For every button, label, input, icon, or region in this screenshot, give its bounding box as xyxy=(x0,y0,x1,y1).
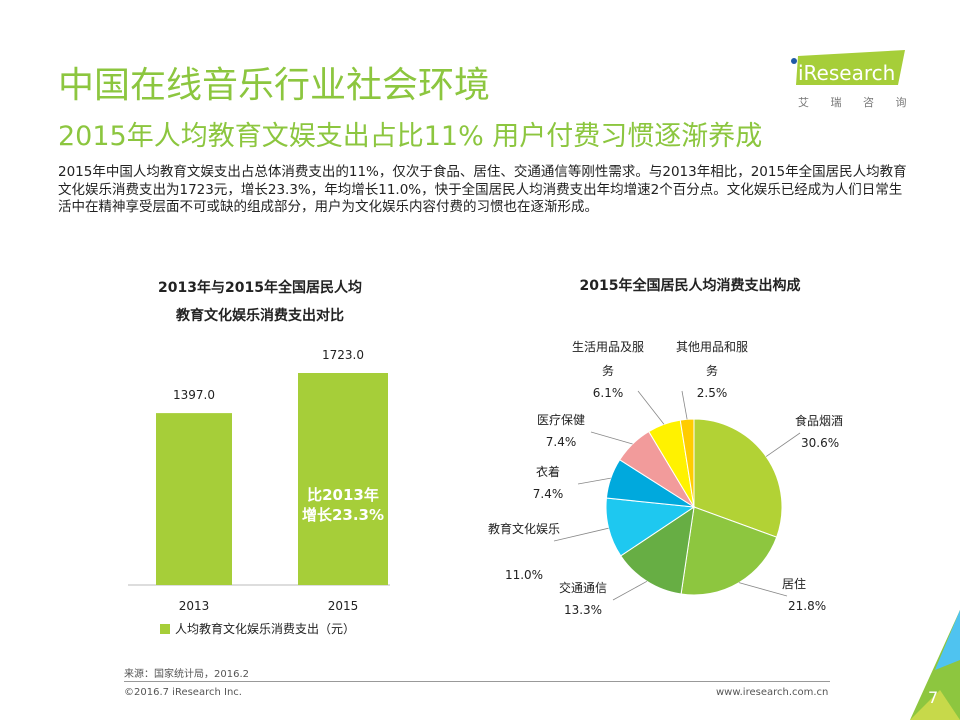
pie-slice-2 xyxy=(620,505,695,595)
leader-line xyxy=(553,527,609,542)
bar-chart-title-2: 教育文化娱乐消费支出对比 xyxy=(176,308,344,324)
pie-label: 医疗保健 xyxy=(537,413,585,427)
pie-value-label: 11.0% xyxy=(505,568,543,582)
pie-value-label: 7.4% xyxy=(533,487,564,501)
pie-label: 教育文化娱乐 xyxy=(488,521,560,536)
bar-legend: 人均教育文化娱乐消费支出（元） xyxy=(160,620,355,637)
footer-divider xyxy=(124,681,830,682)
page-subtitle: 2015年人均教育文娱支出占比11% 用户付费习惯逐渐养成 xyxy=(58,121,763,152)
pie-label: 其他用品和服 xyxy=(676,340,748,354)
leader-line xyxy=(765,432,801,457)
annotation-line2: 增长23.3% xyxy=(301,506,385,524)
pie-value-label: 6.1% xyxy=(593,386,624,400)
annotation-line1: 比2013年 xyxy=(307,486,379,504)
leader-line xyxy=(577,477,611,485)
pie-label-cont: 务 xyxy=(706,363,718,378)
logo-cn: 艾 瑞 咨 询 xyxy=(798,95,910,109)
bar-value-label: 1397.0 xyxy=(173,388,215,402)
leader-line xyxy=(590,431,633,445)
pie-value-label: 2.5% xyxy=(697,386,728,400)
pie-slice-1 xyxy=(680,506,778,596)
pie-label: 食品烟酒 xyxy=(795,413,843,428)
pie-value-label: 7.4% xyxy=(546,435,577,449)
pie-chart-title: 2015年全国居民人均消费支出构成 xyxy=(579,278,801,294)
bar-2013 xyxy=(156,413,232,585)
logo-text: iResearch xyxy=(798,61,895,85)
pie-label-cont: 务 xyxy=(602,363,614,378)
legend-label: 人均教育文化娱乐消费支出（元） xyxy=(175,622,356,636)
body-text: 2015年中国人均教育文娱支出占总体消费支出的11%，仅次于食品、居住、交通通信… xyxy=(58,164,907,215)
bar-value-label: 1723.0 xyxy=(322,348,364,362)
pie-value-label: 21.8% xyxy=(788,599,826,613)
leader-line xyxy=(738,582,788,597)
bar-chart-title-1: 2013年与2015年全国居民人均 xyxy=(158,280,362,296)
leader-line xyxy=(637,390,665,425)
corner-decoration xyxy=(910,610,960,720)
page-title: 中国在线音乐行业社会环境 xyxy=(58,65,491,106)
pie-label: 衣着 xyxy=(536,464,560,479)
pie-label: 交通通信 xyxy=(559,580,607,595)
iresearch-logo: iResearch 艾 瑞 咨 询 xyxy=(790,50,910,112)
pie-value-label: 30.6% xyxy=(801,436,839,450)
legend-swatch xyxy=(160,623,170,634)
website: www.iresearch.com.cn xyxy=(716,687,829,698)
pie-label: 居住 xyxy=(782,577,806,591)
x-tick-label: 2013 xyxy=(179,599,210,613)
pie-value-label: 13.3% xyxy=(564,603,602,617)
bar-2015 xyxy=(298,373,388,585)
pie-label: 生活用品及服 xyxy=(572,340,644,354)
x-tick-label: 2015 xyxy=(328,599,359,613)
copyright: ©2016.7 iResearch Inc. xyxy=(124,687,242,698)
leader-line xyxy=(612,580,648,601)
leader-line xyxy=(681,390,688,420)
source-note: 来源：国家统计局，2016.2 xyxy=(124,669,249,680)
page-number: 7 xyxy=(928,688,939,707)
